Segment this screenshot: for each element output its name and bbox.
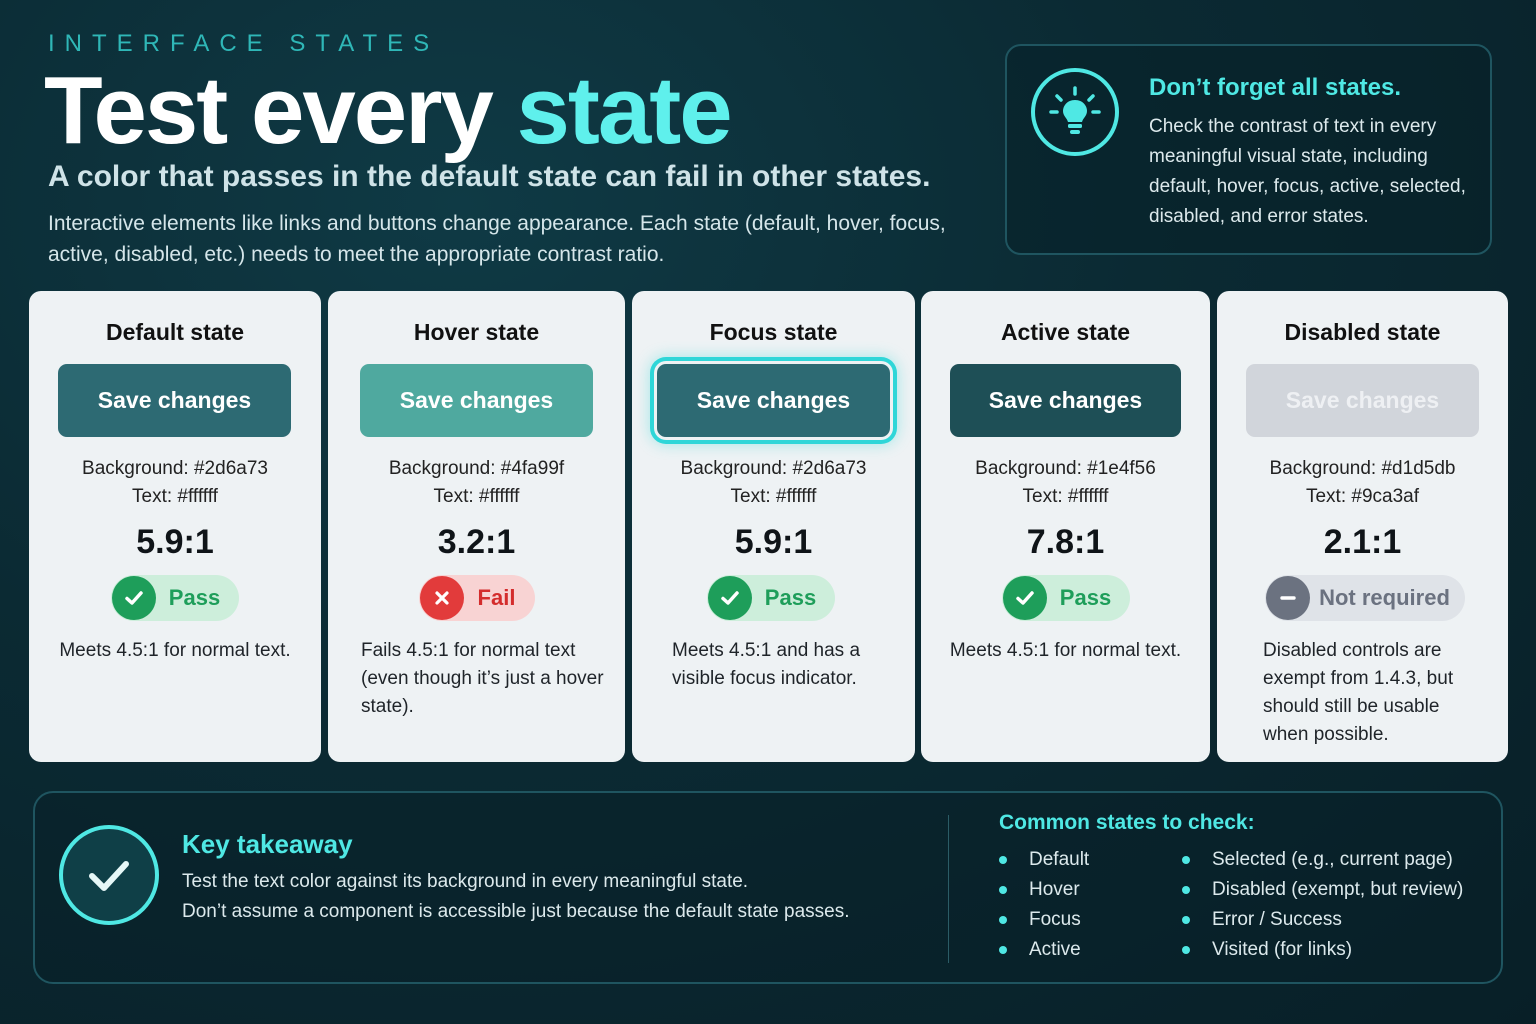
checkmark-circle-icon bbox=[59, 825, 159, 925]
card-note: Meets 4.5:1 and has a visible focus indi… bbox=[672, 640, 861, 689]
text-spec: Text: #ffffff bbox=[132, 486, 218, 507]
text-spec: Text: #ffffff bbox=[1022, 486, 1109, 507]
list-item: Visited (for links) bbox=[1182, 935, 1463, 965]
text-spec: Text: #ffffff bbox=[433, 486, 520, 507]
card-title: Hover state bbox=[413, 319, 540, 345]
card-note: Meets 4.5:1 for normal text. bbox=[949, 640, 1182, 661]
contrast-ratio: 5.9:1 bbox=[734, 523, 813, 561]
color-specs: Background: #2d6a73 Text: #ffffff bbox=[632, 455, 915, 511]
takeaway-title: Key takeaway bbox=[182, 829, 353, 859]
card-title: Focus state bbox=[709, 319, 838, 345]
common-states-title: Common states to check: bbox=[999, 811, 1255, 834]
contrast-ratio: 2.1:1 bbox=[1323, 523, 1402, 561]
text-spec: Text: #ffffff bbox=[730, 486, 817, 507]
divider bbox=[948, 815, 949, 963]
check-icon bbox=[708, 576, 752, 620]
contrast-ratio: 5.9:1 bbox=[136, 523, 214, 561]
minus-icon bbox=[1266, 576, 1310, 620]
card-title: Disabled state bbox=[1284, 319, 1441, 345]
background-spec: Background: #4fa99f bbox=[388, 458, 565, 479]
common-states-list-right: Selected (e.g., current page) Disabled (… bbox=[1182, 845, 1463, 965]
card-note: Meets 4.5:1 for normal text. bbox=[59, 640, 291, 661]
card-title: Active state bbox=[1000, 319, 1131, 345]
contrast-ratio: 3.2:1 bbox=[437, 523, 516, 561]
list-item: Selected (e.g., current page) bbox=[1182, 845, 1463, 875]
key-takeaway-panel: Key takeaway Test the text color against… bbox=[33, 791, 1503, 984]
tip-body: Check the contrast of text in every mean… bbox=[1149, 116, 1466, 227]
color-specs: Background: #4fa99f Text: #ffffff bbox=[328, 455, 625, 511]
title-main: Test every bbox=[44, 57, 517, 164]
background-spec: Background: #2d6a73 bbox=[82, 458, 268, 479]
common-states-list-left: Default Hover Focus Active bbox=[999, 845, 1089, 965]
background-spec: Background: #d1d5db bbox=[1269, 458, 1456, 479]
contrast-ratio: 7.8:1 bbox=[1026, 523, 1105, 561]
status-badge: Pass bbox=[707, 575, 835, 621]
background-spec: Background: #2d6a73 bbox=[680, 458, 867, 479]
color-specs: Background: #d1d5db Text: #9ca3af bbox=[1217, 455, 1508, 511]
takeaway-line-2: Don’t assume a component is accessible j… bbox=[182, 901, 850, 922]
x-icon bbox=[420, 576, 464, 620]
takeaway-line-1: Test the text color against its backgrou… bbox=[182, 871, 749, 892]
list-item: Default bbox=[999, 845, 1089, 875]
color-specs: Background: #2d6a73 Text: #ffffff bbox=[29, 455, 321, 511]
card-default-state: Default state Save changes Background: #… bbox=[29, 291, 321, 762]
status-label: Not required bbox=[1319, 585, 1450, 610]
list-item: Error / Success bbox=[1182, 905, 1463, 935]
status-label: Pass bbox=[1059, 585, 1112, 610]
list-item: Active bbox=[999, 935, 1089, 965]
card-note: Fails 4.5:1 for normal text (even though… bbox=[361, 640, 604, 717]
save-changes-button-active[interactable]: Save changes bbox=[950, 364, 1181, 437]
save-changes-button-hover[interactable]: Save changes bbox=[360, 364, 593, 437]
intro-text: Interactive elements like links and butt… bbox=[48, 212, 946, 266]
check-icon bbox=[112, 576, 156, 620]
list-item: Hover bbox=[999, 875, 1089, 905]
status-badge: Fail bbox=[419, 575, 535, 621]
save-changes-button-focus[interactable]: Save changes bbox=[657, 364, 890, 437]
card-disabled-state: Disabled state Save changes Background: … bbox=[1217, 291, 1508, 762]
status-label: Pass bbox=[168, 585, 221, 610]
card-title: Default state bbox=[105, 319, 245, 345]
title-accent: state bbox=[516, 57, 733, 164]
status-label: Fail bbox=[477, 585, 516, 610]
page-title: Test every state bbox=[44, 56, 733, 166]
card-active-state: Active state Save changes Background: #1… bbox=[921, 291, 1210, 762]
status-badge: Pass bbox=[1002, 575, 1130, 621]
lightbulb-icon bbox=[1031, 68, 1119, 156]
save-changes-button-default[interactable]: Save changes bbox=[58, 364, 291, 437]
list-item: Disabled (exempt, but review) bbox=[1182, 875, 1463, 905]
tip-panel: Don’t forget all states. Check the contr… bbox=[1005, 44, 1492, 255]
check-icon bbox=[1003, 576, 1047, 620]
color-specs: Background: #1e4f56 Text: #ffffff bbox=[921, 455, 1210, 511]
status-badge: Not required bbox=[1265, 575, 1465, 621]
save-changes-button-disabled: Save changes bbox=[1246, 364, 1479, 437]
status-badge: Pass bbox=[111, 575, 239, 621]
card-note: Disabled controls are exempt from 1.4.3,… bbox=[1263, 640, 1454, 745]
eyebrow-label: INTERFACE STATES bbox=[48, 30, 440, 57]
tip-title: Don’t forget all states. bbox=[1149, 74, 1402, 101]
card-hover-state: Hover state Save changes Background: #4f… bbox=[328, 291, 625, 762]
page-subtitle: A color that passes in the default state… bbox=[48, 160, 931, 193]
list-item: Focus bbox=[999, 905, 1089, 935]
takeaway-body: Test the text color against its backgrou… bbox=[182, 867, 942, 927]
card-focus-state: Focus state Save changes Background: #2d… bbox=[632, 291, 915, 762]
status-label: Pass bbox=[764, 585, 817, 610]
text-spec: Text: #9ca3af bbox=[1305, 486, 1420, 507]
background-spec: Background: #1e4f56 bbox=[975, 458, 1156, 479]
